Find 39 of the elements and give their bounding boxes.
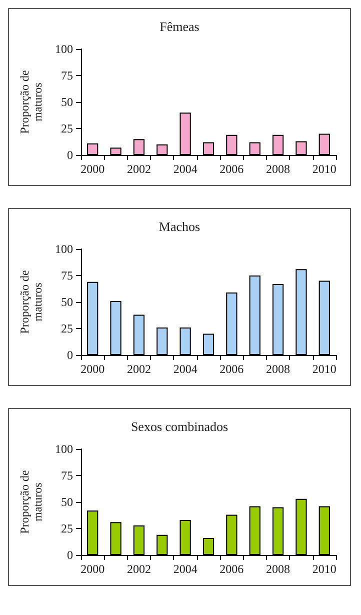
x-tick-label: 2002 [126, 362, 151, 376]
y-tick-label: 25 [61, 522, 73, 536]
y-tick-label: 100 [55, 442, 73, 456]
x-tick-label: 2002 [126, 562, 151, 576]
y-axis-title: Proporção de maturos [18, 70, 45, 134]
y-tick-label: 75 [61, 468, 73, 482]
x-tick-label: 2010 [312, 562, 336, 576]
y-tick-label: 100 [55, 242, 73, 256]
x-tick-label: 2010 [312, 162, 336, 176]
x-tick-label: 2008 [266, 562, 290, 576]
x-tick-label: 2006 [220, 162, 244, 176]
chart-title: Fêmeas [160, 19, 200, 34]
x-tick-label: 2000 [80, 362, 105, 376]
y-tick-label: 50 [61, 295, 73, 309]
x-tick-label: 2002 [126, 162, 151, 176]
y-tick-label: 0 [67, 348, 73, 362]
chart-title: Sexos combinados [130, 419, 228, 434]
y-axis-title: Proporção de maturos [18, 270, 45, 334]
y-tick-label: 75 [61, 268, 73, 282]
x-tick-label: 2010 [312, 362, 336, 376]
y-tick-label: 75 [61, 68, 73, 82]
x-tick-label: 2000 [80, 162, 105, 176]
x-tick-label: 2006 [220, 562, 244, 576]
x-tick-label: 2004 [173, 562, 198, 576]
chart-title: Machos [158, 219, 200, 234]
y-tick-label: 0 [67, 148, 73, 162]
x-tick-label: 2004 [173, 362, 198, 376]
y-tick-label: 50 [61, 95, 73, 109]
x-tick-label: 2008 [266, 162, 290, 176]
y-tick-label: 0 [67, 548, 73, 562]
x-tick-label: 2000 [80, 562, 105, 576]
x-tick-label: 2004 [173, 162, 198, 176]
y-axis-title: Proporção de maturos [18, 470, 45, 534]
y-tick-label: 50 [61, 495, 73, 509]
y-tick-label: 100 [55, 42, 73, 56]
y-tick-label: 25 [61, 122, 73, 136]
x-tick-label: 2008 [266, 362, 290, 376]
x-tick-label: 2006 [220, 362, 244, 376]
y-tick-label: 25 [61, 322, 73, 336]
